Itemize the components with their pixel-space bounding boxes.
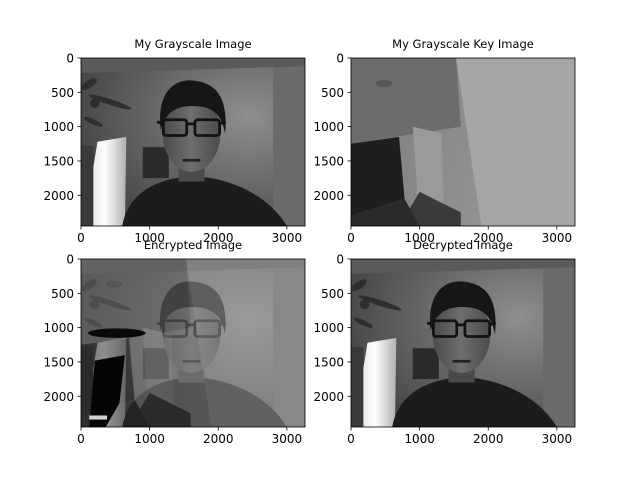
- x-tick-label: 3000: [542, 231, 573, 245]
- y-tick-label: 1000: [43, 321, 74, 335]
- y-tick-label: 1000: [313, 120, 344, 134]
- image-content: [351, 259, 576, 428]
- x-tick-label: 3000: [272, 432, 303, 446]
- axes-frame: [80, 57, 306, 227]
- subplot-1: My Grayscale Image 0 1000 2000 3000 0 500 1000 1…: [43, 37, 306, 245]
- x-tick-label: 2000: [203, 432, 234, 446]
- y-tick-label: 2000: [43, 390, 74, 404]
- y-tick-label: 1500: [313, 154, 344, 168]
- axes-frame: [80, 258, 306, 428]
- y-tick-label: 1500: [43, 154, 74, 168]
- x-tick-label: 0: [347, 231, 355, 245]
- subplot-2: My Grayscale Key Image 0 1000 2000 3000 0 500 1…: [313, 37, 576, 245]
- image-content: [351, 58, 576, 227]
- y-tick-label: 1500: [313, 355, 344, 369]
- x-tick-label: 2000: [473, 432, 504, 446]
- x-tick-label: 0: [77, 231, 85, 245]
- y-tick-label: 2000: [313, 189, 344, 203]
- y-tick-label: 500: [321, 287, 344, 301]
- y-tick-label: 500: [51, 86, 74, 100]
- x-tick-label: 1000: [404, 231, 435, 245]
- x-tick-label: 0: [347, 432, 355, 446]
- x-tick-label: 2000: [473, 231, 504, 245]
- x-tick-label: 1000: [134, 231, 165, 245]
- subplot-title: Decrypted Image: [413, 238, 513, 252]
- image-content: [81, 58, 306, 227]
- x-tick-label: 1000: [404, 432, 435, 446]
- x-tick-label: 0: [77, 432, 85, 446]
- image-content: [81, 259, 306, 428]
- y-tick-label: 0: [336, 52, 344, 66]
- y-tick-label: 2000: [43, 189, 74, 203]
- x-tick-label: 1000: [134, 432, 165, 446]
- y-tick-label: 500: [321, 86, 344, 100]
- axes-frame: [350, 57, 576, 227]
- y-tick-label: 1500: [43, 355, 74, 369]
- x-tick-label: 3000: [542, 432, 573, 446]
- subplot-title: Encrypted Image: [144, 238, 242, 252]
- subplot-title: My Grayscale Key Image: [392, 37, 534, 51]
- y-tick-label: 1000: [313, 321, 344, 335]
- y-tick-label: 0: [66, 52, 74, 66]
- x-tick-label: 3000: [272, 231, 303, 245]
- y-tick-label: 0: [66, 253, 74, 267]
- y-tick-label: 1000: [43, 120, 74, 134]
- y-tick-label: 500: [51, 287, 74, 301]
- subplot-3: Encrypted Image 0 1000 2000 3000 0 500 1000 1500…: [43, 238, 306, 446]
- x-tick-label: 2000: [203, 231, 234, 245]
- subplot-title: My Grayscale Image: [134, 37, 251, 51]
- subplot-4: Decrypted Image 0 1000 2000 3000 0 500 1000 1500…: [313, 238, 576, 446]
- y-tick-label: 2000: [313, 390, 344, 404]
- y-tick-label: 0: [336, 253, 344, 267]
- axes-frame: [350, 258, 576, 428]
